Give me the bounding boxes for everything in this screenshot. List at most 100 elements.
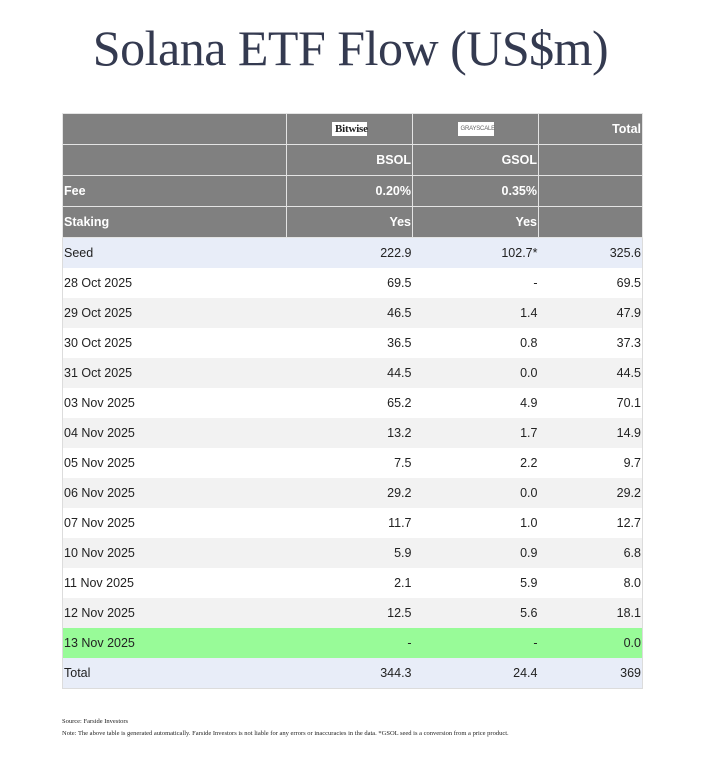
table-row: 06 Nov 2025 29.2 0.0 29.2	[62, 478, 643, 508]
bsol-value: 44.5	[286, 358, 413, 388]
row-label: 13 Nov 2025	[62, 628, 287, 658]
header-empty-cell	[62, 113, 287, 145]
table-row: 31 Oct 2025 44.5 0.0 44.5	[62, 358, 643, 388]
total-value: 14.9	[538, 418, 643, 448]
fee-label: Fee	[62, 175, 287, 207]
row-label: Total	[62, 658, 287, 689]
row-label: 05 Nov 2025	[62, 448, 287, 478]
disclaimer-note: Note: The above table is generated autom…	[62, 730, 509, 737]
total-value: 69.5	[538, 268, 643, 298]
grayscale-logo-icon: GRAYSCALE	[457, 122, 495, 137]
gsol-value: 0.9	[412, 538, 539, 568]
bsol-value: 46.5	[286, 298, 413, 328]
row-label: 29 Oct 2025	[62, 298, 287, 328]
row-label: 30 Oct 2025	[62, 328, 287, 358]
staking-row: Staking Yes Yes	[62, 206, 643, 238]
ticker-row: BSOL GSOL	[62, 144, 643, 176]
table-row: 04 Nov 2025 13.2 1.7 14.9	[62, 418, 643, 448]
total-value: 18.1	[538, 598, 643, 628]
gsol-value: 0.8	[412, 328, 539, 358]
ticker-gsol: GSOL	[412, 144, 539, 176]
issuer-logo-row: Bitwise GRAYSCALE Total	[62, 113, 643, 145]
fee-bsol: 0.20%	[286, 175, 413, 207]
table-row: 12 Nov 2025 12.5 5.6 18.1	[62, 598, 643, 628]
gsol-value: 2.2	[412, 448, 539, 478]
issuer-cell-bitwise: Bitwise	[286, 113, 413, 145]
bitwise-logo-icon: Bitwise	[332, 122, 368, 137]
bsol-value: 7.5	[286, 448, 413, 478]
gsol-value: 4.9	[412, 388, 539, 418]
bsol-value: 12.5	[286, 598, 413, 628]
gsol-value: -	[412, 628, 539, 658]
bsol-value: 13.2	[286, 418, 413, 448]
gsol-value: 5.6	[412, 598, 539, 628]
row-label: 28 Oct 2025	[62, 268, 287, 298]
table-row: 07 Nov 2025 11.7 1.0 12.7	[62, 508, 643, 538]
gsol-value: 5.9	[412, 568, 539, 598]
total-value: 70.1	[538, 388, 643, 418]
row-label: 04 Nov 2025	[62, 418, 287, 448]
fee-row: Fee 0.20% 0.35%	[62, 175, 643, 207]
total-column-header: Total	[538, 113, 643, 145]
gsol-total: 24.4	[412, 658, 539, 689]
bsol-value: 5.9	[286, 538, 413, 568]
bsol-value: 69.5	[286, 268, 413, 298]
ticker-bsol: BSOL	[286, 144, 413, 176]
staking-label: Staking	[62, 206, 287, 238]
bsol-value: 36.5	[286, 328, 413, 358]
gsol-value: 1.0	[412, 508, 539, 538]
table-row: 10 Nov 2025 5.9 0.9 6.8	[62, 538, 643, 568]
bsol-value: 2.1	[286, 568, 413, 598]
table-row-highlighted: 13 Nov 2025 - - 0.0	[62, 628, 643, 658]
table-row-total: Total 344.3 24.4 369	[62, 658, 643, 689]
source-note: Source: Farside Investors	[62, 718, 129, 725]
row-label: 31 Oct 2025	[62, 358, 287, 388]
bsol-value: 29.2	[286, 478, 413, 508]
total-value: 8.0	[538, 568, 643, 598]
header-empty-cell	[538, 206, 643, 238]
total-value: 12.7	[538, 508, 643, 538]
bsol-value: 222.9	[286, 237, 413, 268]
gsol-value: -	[412, 268, 539, 298]
grand-total: 369	[538, 658, 643, 689]
row-label: 10 Nov 2025	[62, 538, 287, 568]
table-row: 29 Oct 2025 46.5 1.4 47.9	[62, 298, 643, 328]
total-value: 29.2	[538, 478, 643, 508]
gsol-value: 1.7	[412, 418, 539, 448]
total-value: 37.3	[538, 328, 643, 358]
table-row: 28 Oct 2025 69.5 - 69.5	[62, 268, 643, 298]
row-label: Seed	[62, 237, 287, 268]
gsol-value: 0.0	[412, 478, 539, 508]
staking-bsol: Yes	[286, 206, 413, 238]
table-row-seed: Seed 222.9 102.7* 325.6	[62, 237, 643, 268]
total-value: 44.5	[538, 358, 643, 388]
gsol-value: 102.7*	[412, 237, 539, 268]
staking-gsol: Yes	[412, 206, 539, 238]
gsol-value: 1.4	[412, 298, 539, 328]
bsol-value: -	[286, 628, 413, 658]
total-value: 47.9	[538, 298, 643, 328]
total-value: 325.6	[538, 237, 643, 268]
total-value: 9.7	[538, 448, 643, 478]
row-label: 12 Nov 2025	[62, 598, 287, 628]
etf-flow-table: Bitwise GRAYSCALE Total BSOL GSOL Fee 0.…	[62, 113, 643, 689]
header-empty-cell	[538, 175, 643, 207]
gsol-value: 0.0	[412, 358, 539, 388]
issuer-cell-grayscale: GRAYSCALE	[412, 113, 539, 145]
header-empty-cell	[62, 144, 287, 176]
total-value: 6.8	[538, 538, 643, 568]
row-label: 03 Nov 2025	[62, 388, 287, 418]
bsol-value: 11.7	[286, 508, 413, 538]
row-label: 11 Nov 2025	[62, 568, 287, 598]
table-row: 30 Oct 2025 36.5 0.8 37.3	[62, 328, 643, 358]
table-row: 05 Nov 2025 7.5 2.2 9.7	[62, 448, 643, 478]
table-row: 03 Nov 2025 65.2 4.9 70.1	[62, 388, 643, 418]
bsol-value: 65.2	[286, 388, 413, 418]
page-title: Solana ETF Flow (US$m)	[92, 20, 609, 76]
row-label: 06 Nov 2025	[62, 478, 287, 508]
total-value: 0.0	[538, 628, 643, 658]
bsol-total: 344.3	[286, 658, 413, 689]
fee-gsol: 0.35%	[412, 175, 539, 207]
row-label: 07 Nov 2025	[62, 508, 287, 538]
table-row: 11 Nov 2025 2.1 5.9 8.0	[62, 568, 643, 598]
